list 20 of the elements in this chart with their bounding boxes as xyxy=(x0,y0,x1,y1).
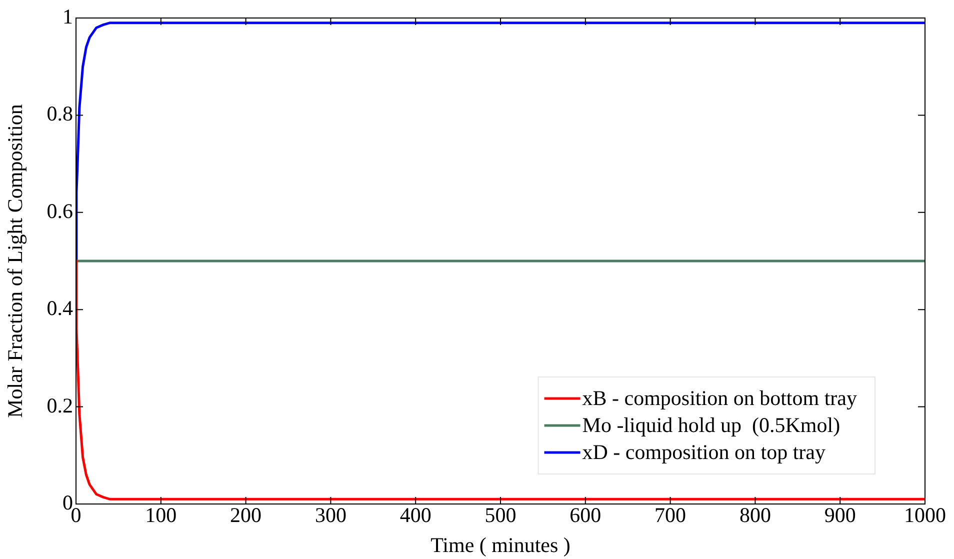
legend-label: Mo -liquid hold up (0.5Kmol) xyxy=(582,413,840,438)
x-axis-title: Time ( minutes ) xyxy=(430,532,570,557)
y-tick-label: 0.4 xyxy=(46,296,74,320)
x-tick-label: 400 xyxy=(400,503,432,528)
y-tick-label: 0.6 xyxy=(46,198,73,223)
x-tick-label: 200 xyxy=(230,503,262,528)
x-tick-label: 300 xyxy=(314,503,346,528)
x-tick-label: 600 xyxy=(570,503,602,528)
legend-label: xB - composition on bottom tray xyxy=(582,386,858,410)
x-tick-label: 100 xyxy=(145,503,177,528)
x-tick-label: 500 xyxy=(484,503,516,528)
x-tick-label: 900 xyxy=(824,503,856,528)
x-tick-label: 700 xyxy=(654,503,686,528)
y-tick-label: 0.2 xyxy=(46,393,73,418)
y-axis-title: Molar Fraction of Light Composition xyxy=(3,104,28,418)
x-tick-label: 800 xyxy=(739,503,771,528)
y-tick-label: 0.8 xyxy=(46,102,73,126)
legend-label: xD - composition on top tray xyxy=(582,440,826,464)
y-tick-label: 1 xyxy=(62,4,73,29)
x-tick-label: 1000 xyxy=(904,503,946,528)
